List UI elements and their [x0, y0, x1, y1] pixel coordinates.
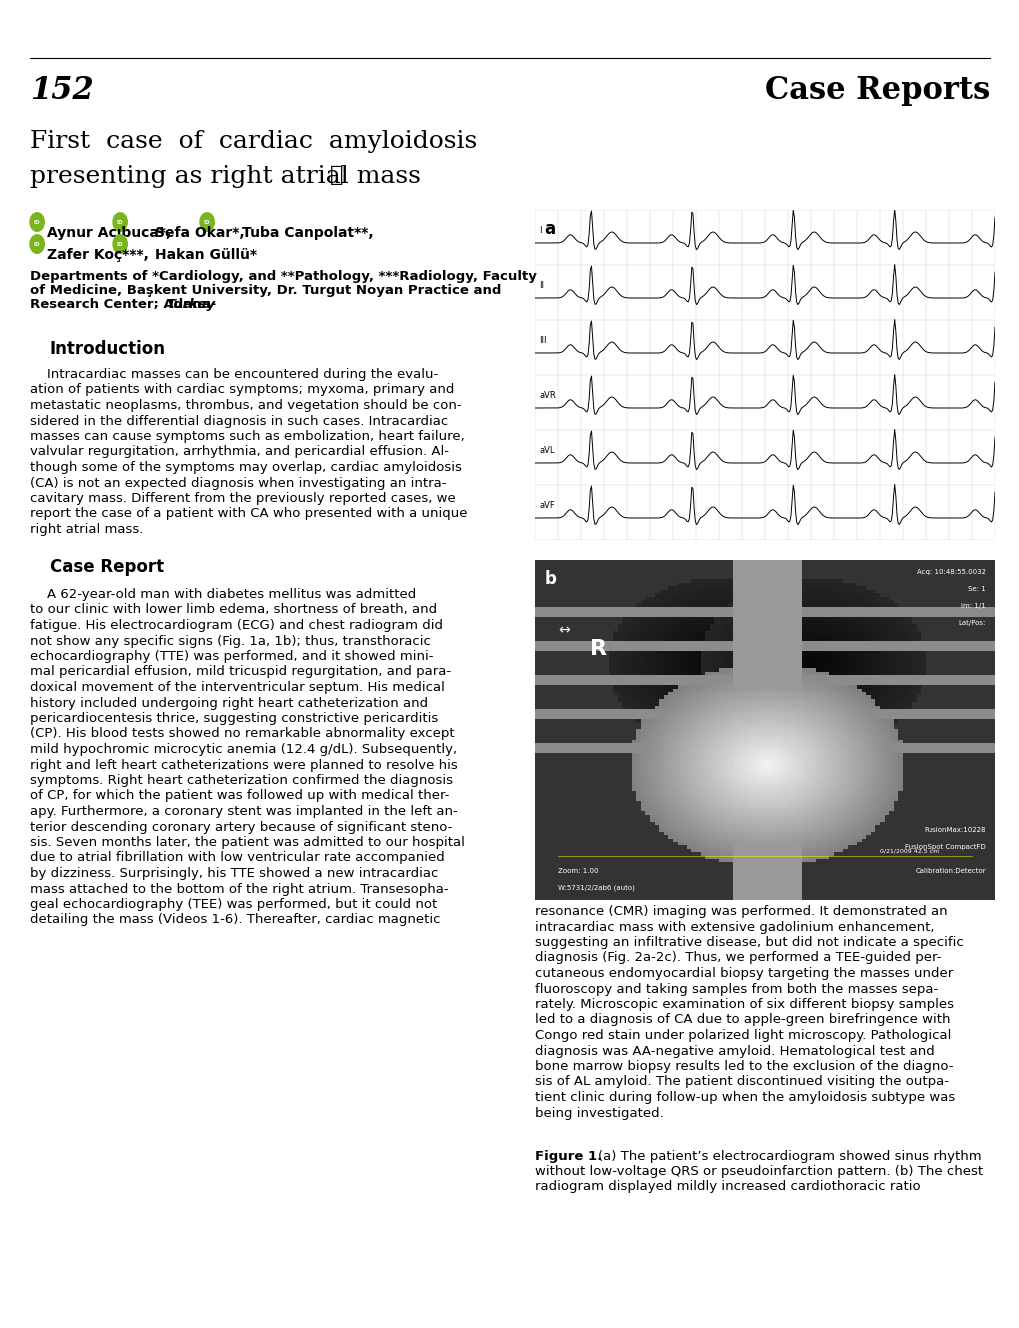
- Text: resonance (CMR) imaging was performed. It demonstrated an: resonance (CMR) imaging was performed. I…: [535, 904, 947, 918]
- Text: diagnosis (Fig. 2a-2c). Thus, we performed a TEE-guided per-: diagnosis (Fig. 2a-2c). Thus, we perform…: [535, 951, 941, 964]
- Text: fluoroscopy and taking samples from both the masses sepa-: fluoroscopy and taking samples from both…: [535, 983, 937, 996]
- Text: terior descending coronary artery because of significant steno-: terior descending coronary artery becaus…: [30, 821, 452, 834]
- Text: due to atrial fibrillation with low ventricular rate accompanied: due to atrial fibrillation with low vent…: [30, 851, 444, 865]
- Text: cutaneous endomyocardial biopsy targeting the masses under: cutaneous endomyocardial biopsy targetin…: [535, 967, 953, 980]
- Text: fatigue. His electrocardiogram (ECG) and chest radiogram did: fatigue. His electrocardiogram (ECG) and…: [30, 619, 442, 632]
- Text: Departments of *Cardiology, and **Pathology, ***Radiology, Faculty: Departments of *Cardiology, and **Pathol…: [30, 270, 536, 283]
- Text: bone marrow biopsy results led to the exclusion of the diagno-: bone marrow biopsy results led to the ex…: [535, 1060, 953, 1073]
- Text: aVL: aVL: [539, 446, 554, 454]
- Text: led to a diagnosis of CA due to apple-green birefringence with: led to a diagnosis of CA due to apple-gr…: [535, 1013, 950, 1027]
- Text: valvular regurgitation, arrhythmia, and pericardial effusion. Al-: valvular regurgitation, arrhythmia, and …: [30, 445, 448, 458]
- Text: radiogram displayed mildly increased cardiothoracic ratio: radiogram displayed mildly increased car…: [535, 1181, 920, 1193]
- Text: ation of patients with cardiac symptoms; myxoma, primary and: ation of patients with cardiac symptoms;…: [30, 384, 453, 397]
- Circle shape: [113, 235, 127, 254]
- Text: metastatic neoplasms, thrombus, and vegetation should be con-: metastatic neoplasms, thrombus, and vege…: [30, 398, 462, 412]
- Text: not show any specific signs (Fig. 1a, 1b); thus, transthoracic: not show any specific signs (Fig. 1a, 1b…: [30, 635, 430, 648]
- Text: by dizziness. Surprisingly, his TTE showed a new intracardiac: by dizziness. Surprisingly, his TTE show…: [30, 867, 438, 880]
- Text: presenting as right atrial mass: presenting as right atrial mass: [30, 165, 421, 189]
- Circle shape: [200, 212, 214, 231]
- Text: (CP). His blood tests showed no remarkable abnormality except: (CP). His blood tests showed no remarkab…: [30, 728, 454, 741]
- Text: Aynur Acıbuca*,: Aynur Acıbuca*,: [47, 226, 171, 240]
- Text: Sefa Okar*,: Sefa Okar*,: [155, 226, 245, 240]
- Text: Congo red stain under polarized light microscopy. Pathological: Congo red stain under polarized light mi…: [535, 1029, 951, 1042]
- Text: 0/21/2009 42.5 cm: 0/21/2009 42.5 cm: [879, 849, 938, 854]
- Circle shape: [30, 212, 44, 231]
- Text: III: III: [539, 336, 546, 345]
- Text: Case Reports: Case Reports: [764, 74, 989, 106]
- Text: Figure 1.: Figure 1.: [535, 1150, 601, 1163]
- Text: First  case  of  cardiac  amyloidosis: First case of cardiac amyloidosis: [30, 130, 477, 153]
- Text: 🩺: 🩺: [330, 165, 343, 185]
- Text: mild hypochromic microcytic anemia (12.4 g/dL). Subsequently,: mild hypochromic microcytic anemia (12.4…: [30, 742, 457, 756]
- Text: Hakan Güllü*: Hakan Güllü*: [155, 248, 257, 262]
- Text: history included undergoing right heart catheterization and: history included undergoing right heart …: [30, 696, 428, 709]
- Text: II: II: [539, 280, 544, 290]
- Text: Calibration:Detector: Calibration:Detector: [914, 867, 984, 874]
- Text: FusionSpot CompactFD: FusionSpot CompactFD: [904, 845, 984, 850]
- Text: W:5731/2/2ab6 (auto): W:5731/2/2ab6 (auto): [557, 884, 634, 891]
- Text: cavitary mass. Different from the previously reported cases, we: cavitary mass. Different from the previo…: [30, 491, 455, 505]
- Text: sis. Seven months later, the patient was admitted to our hospital: sis. Seven months later, the patient was…: [30, 837, 465, 849]
- Text: aVF: aVF: [539, 501, 554, 510]
- Text: masses can cause symptoms such as embolization, heart failure,: masses can cause symptoms such as emboli…: [30, 430, 465, 444]
- Text: Turkey: Turkey: [166, 297, 215, 311]
- Text: rately. Microscopic examination of six different biopsy samples: rately. Microscopic examination of six d…: [535, 999, 953, 1011]
- Circle shape: [30, 235, 44, 254]
- Text: Intracardiac masses can be encountered during the evalu-: Intracardiac masses can be encountered d…: [30, 368, 438, 381]
- Text: intracardiac mass with extensive gadolinium enhancement,: intracardiac mass with extensive gadolin…: [535, 920, 933, 934]
- Text: to our clinic with lower limb edema, shortness of breath, and: to our clinic with lower limb edema, sho…: [30, 603, 437, 616]
- Text: being investigated.: being investigated.: [535, 1106, 663, 1120]
- Text: echocardiography (TTE) was performed, and it showed mini-: echocardiography (TTE) was performed, an…: [30, 649, 433, 663]
- Text: Se: 1: Se: 1: [967, 586, 984, 591]
- Text: right atrial mass.: right atrial mass.: [30, 523, 144, 537]
- Text: pericardiocentesis thrice, suggesting constrictive pericarditis: pericardiocentesis thrice, suggesting co…: [30, 712, 438, 725]
- Text: (a) The patient’s electrocardiogram showed sinus rhythm: (a) The patient’s electrocardiogram show…: [597, 1150, 980, 1163]
- Text: iD: iD: [117, 219, 123, 224]
- Text: Research Center; Adana-: Research Center; Adana-: [30, 297, 216, 311]
- Text: I: I: [539, 226, 541, 235]
- Text: doxical movement of the interventricular septum. His medical: doxical movement of the interventricular…: [30, 681, 444, 695]
- Text: sidered in the differential diagnosis in such cases. Intracardiac: sidered in the differential diagnosis in…: [30, 414, 447, 428]
- Text: aVR: aVR: [539, 390, 555, 400]
- Text: report the case of a patient with CA who presented with a unique: report the case of a patient with CA who…: [30, 507, 467, 521]
- Text: mal pericardial effusion, mild tricuspid regurgitation, and para-: mal pericardial effusion, mild tricuspid…: [30, 665, 450, 679]
- Circle shape: [113, 212, 127, 231]
- Text: R: R: [590, 639, 606, 659]
- Text: FusionMax:10228: FusionMax:10228: [923, 827, 984, 833]
- Text: tient clinic during follow-up when the amyloidosis subtype was: tient clinic during follow-up when the a…: [535, 1092, 955, 1104]
- Text: sis of AL amyloid. The patient discontinued visiting the outpa-: sis of AL amyloid. The patient discontin…: [535, 1076, 948, 1089]
- Text: Case Report: Case Report: [50, 558, 164, 576]
- Text: Acq: 10:48:55.0032: Acq: 10:48:55.0032: [916, 568, 984, 575]
- Text: Zoom: 1.00: Zoom: 1.00: [557, 867, 598, 874]
- Text: detailing the mass (Videos 1-6). Thereafter, cardiac magnetic: detailing the mass (Videos 1-6). Thereaf…: [30, 914, 440, 927]
- Text: ↔: ↔: [557, 624, 569, 637]
- Text: apy. Furthermore, a coronary stent was implanted in the left an-: apy. Furthermore, a coronary stent was i…: [30, 805, 458, 818]
- Text: iD: iD: [34, 219, 41, 224]
- Text: symptoms. Right heart catheterization confirmed the diagnosis: symptoms. Right heart catheterization co…: [30, 774, 452, 788]
- Text: b: b: [544, 570, 555, 588]
- Text: diagnosis was AA-negative amyloid. Hematological test and: diagnosis was AA-negative amyloid. Hemat…: [535, 1045, 933, 1057]
- Text: of Medicine, Başkent University, Dr. Turgut Noyan Practice and: of Medicine, Başkent University, Dr. Tur…: [30, 284, 501, 297]
- Text: Introduction: Introduction: [50, 340, 166, 359]
- Text: a: a: [544, 220, 554, 238]
- Text: iD: iD: [34, 242, 41, 247]
- Text: mass attached to the bottom of the right atrium. Transesopha-: mass attached to the bottom of the right…: [30, 883, 448, 895]
- Text: (CA) is not an expected diagnosis when investigating an intra-: (CA) is not an expected diagnosis when i…: [30, 477, 446, 490]
- Text: Zafer Koç***,: Zafer Koç***,: [47, 248, 149, 262]
- Text: of CP, for which the patient was followed up with medical ther-: of CP, for which the patient was followe…: [30, 790, 449, 802]
- Text: without low-voltage QRS or pseudoinfarction pattern. (b) The chest: without low-voltage QRS or pseudoinfarct…: [535, 1165, 982, 1178]
- Text: right and left heart catheterizations were planned to resolve his: right and left heart catheterizations we…: [30, 758, 458, 772]
- Text: iD: iD: [117, 242, 123, 247]
- Text: suggesting an infiltrative disease, but did not indicate a specific: suggesting an infiltrative disease, but …: [535, 936, 963, 950]
- Text: A 62-year-old man with diabetes mellitus was admitted: A 62-year-old man with diabetes mellitus…: [30, 588, 416, 602]
- Text: though some of the symptoms may overlap, cardiac amyloidosis: though some of the symptoms may overlap,…: [30, 461, 462, 474]
- Text: Im: 1/1: Im: 1/1: [960, 603, 984, 608]
- Text: Tuba Canpolat**,: Tuba Canpolat**,: [242, 226, 373, 240]
- Text: Lat/Pos:: Lat/Pos:: [958, 620, 984, 625]
- Text: 152: 152: [30, 74, 94, 106]
- Text: geal echocardiography (TEE) was performed, but it could not: geal echocardiography (TEE) was performe…: [30, 898, 437, 911]
- Text: iD: iD: [204, 219, 210, 224]
